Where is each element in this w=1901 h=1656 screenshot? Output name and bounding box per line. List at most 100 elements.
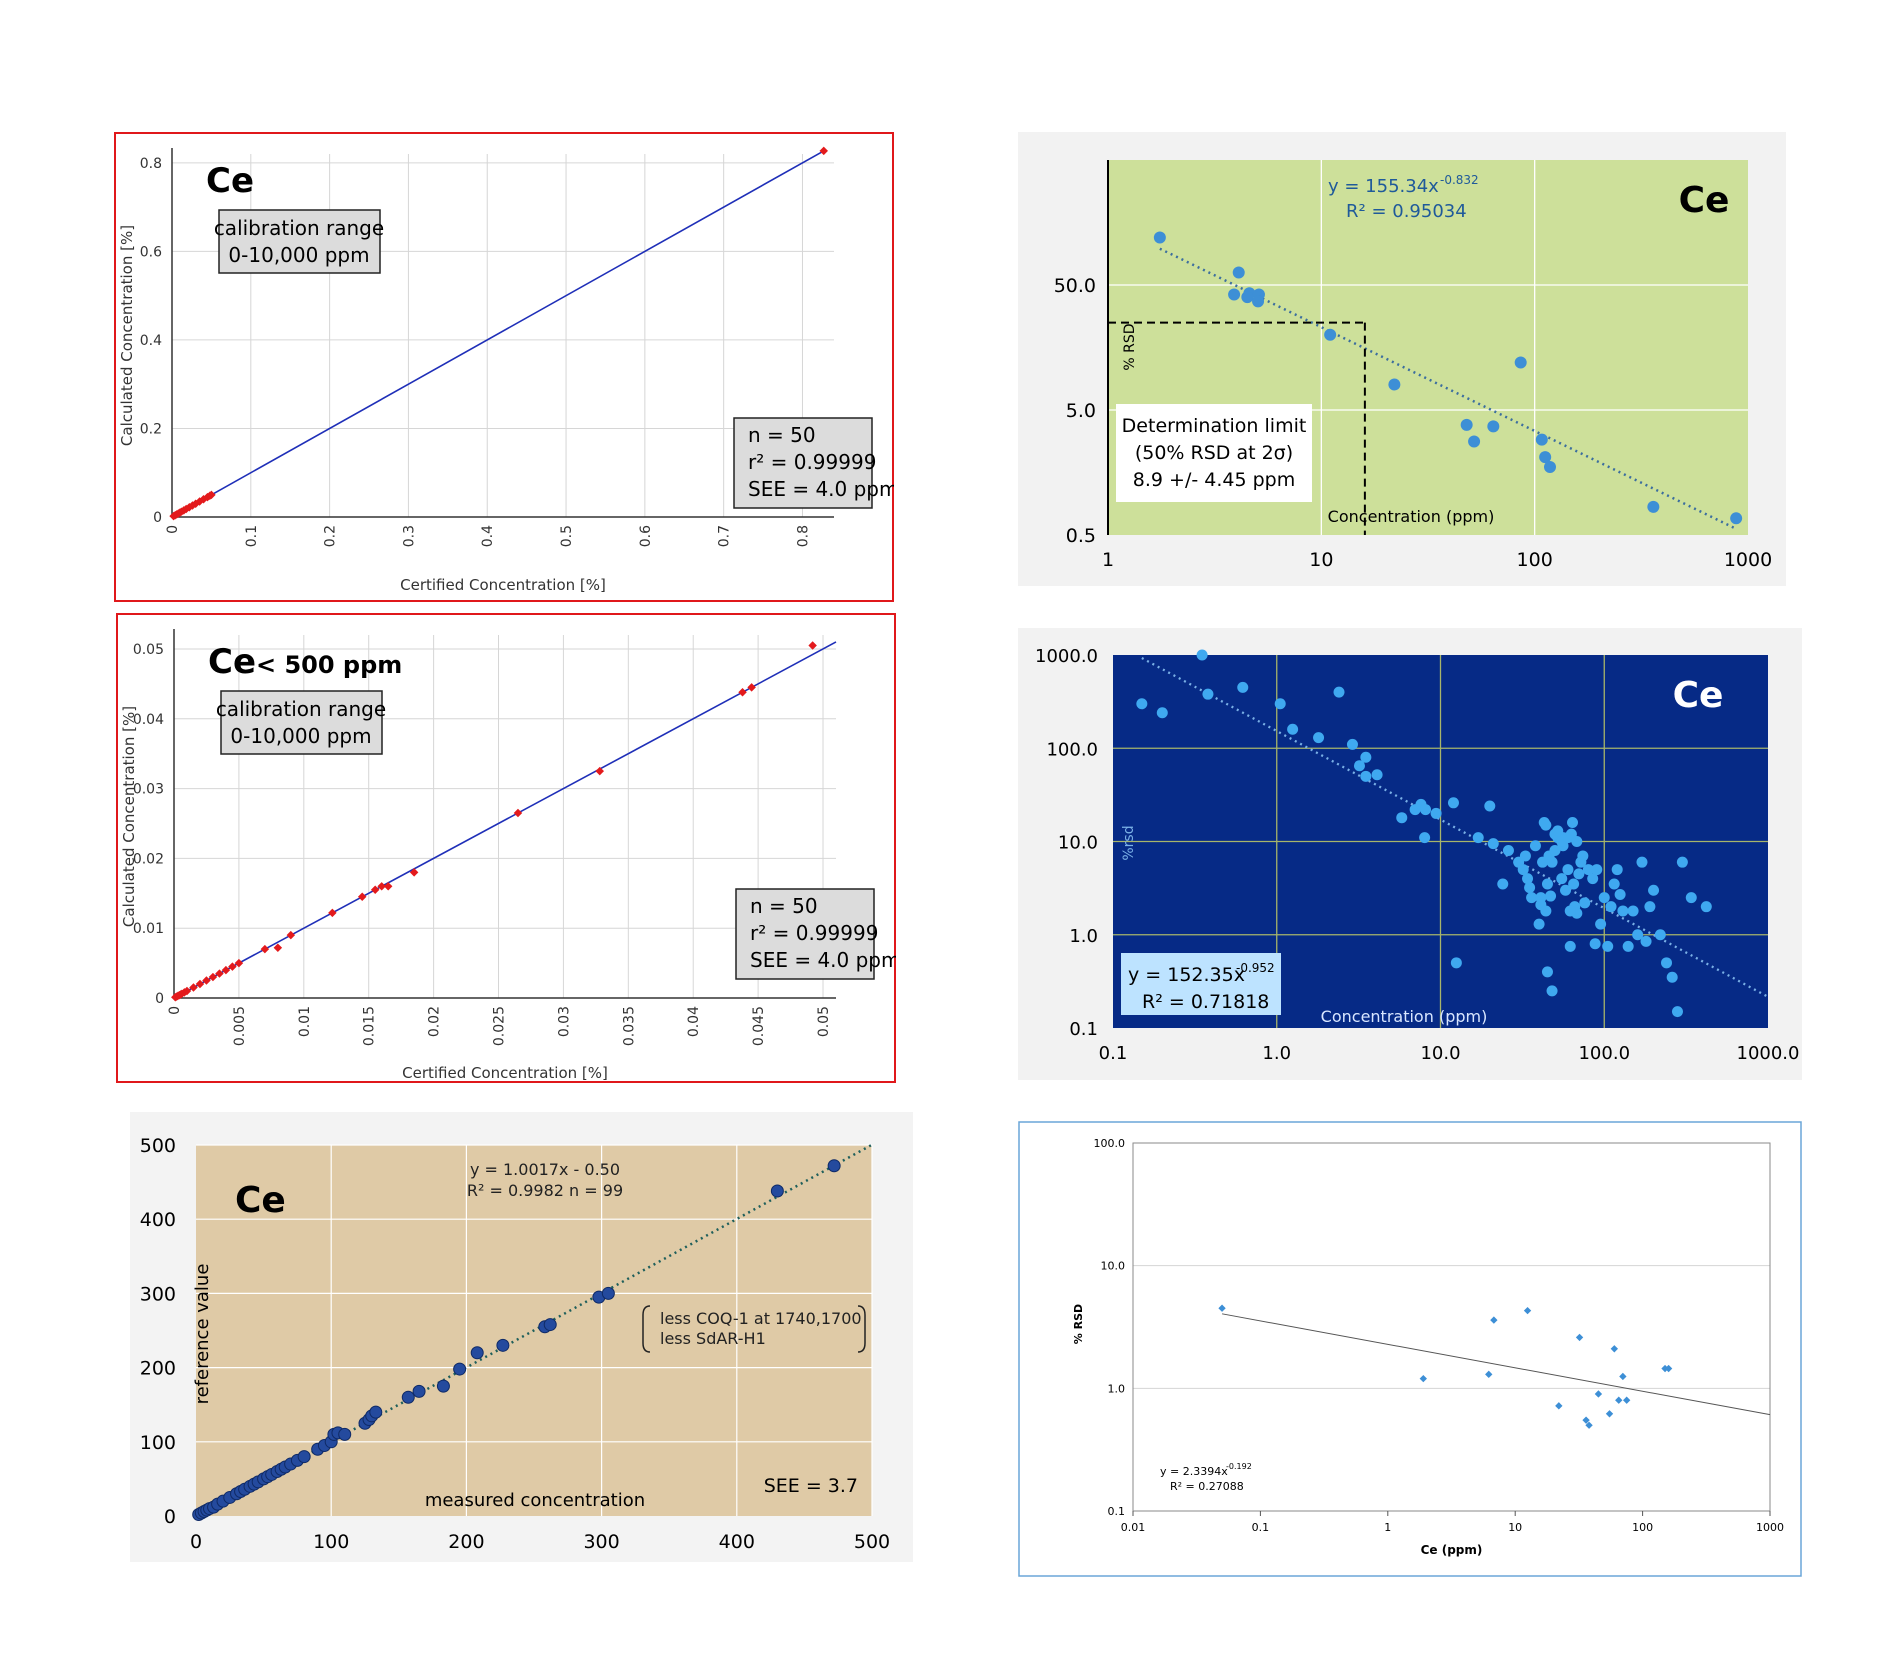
data-point: [1605, 901, 1617, 913]
data-point: [1573, 868, 1585, 880]
x-axis-label: Concentration (ppm): [1328, 507, 1495, 526]
fit-line: [173, 641, 837, 999]
data-point: [1156, 707, 1168, 719]
calibration-range-box: [220, 690, 383, 755]
data-point: [1636, 856, 1648, 868]
data-point: [338, 1427, 352, 1441]
element-label: Ce: [208, 642, 256, 682]
y-tick-label: 0.4: [140, 333, 162, 349]
data-point: [1526, 892, 1538, 904]
data-point: [260, 944, 270, 954]
x-tick-label: 100: [1517, 549, 1553, 571]
data-point: [1632, 929, 1644, 941]
y-tick-label: 0: [164, 1506, 176, 1528]
chart-rsd-determination-limit: 1 10 100 1000 0.5 5.0 50.0 Ce y = 155.34x -0.832 R…: [1018, 132, 1786, 586]
note-bracket-right: [857, 1305, 866, 1353]
data-point: [1587, 873, 1599, 885]
data-point: [1497, 878, 1509, 890]
x-tick-label: 0: [165, 525, 181, 534]
data-point: [453, 1362, 467, 1376]
y-tick-label: 100: [140, 1432, 176, 1454]
panel-rsd-blue: 0.1 1.0 10.0 100.0 1000.0 0.1 1.0 10.0 100.0 1000…: [1018, 628, 1802, 1080]
equation-text: y = 155.34x: [1328, 176, 1439, 197]
data-point: [1560, 884, 1572, 896]
x-tick-label: 1000: [1756, 1521, 1784, 1534]
element-label-suffix: < 500 ppm: [256, 651, 402, 679]
x-tick-label: 0.005: [232, 1006, 248, 1046]
data-point: [1522, 873, 1534, 885]
data-point: [1611, 864, 1623, 876]
y-axis-label: reference value: [192, 1264, 213, 1405]
data-point: [370, 885, 380, 895]
x-tick-label: 0.05: [816, 1006, 832, 1037]
data-point: [1396, 812, 1408, 824]
calibration-range-text: calibration range: [216, 697, 386, 721]
x-tick-label: 500: [854, 1531, 890, 1553]
data-point: [1676, 856, 1688, 868]
data-point: [189, 983, 198, 992]
x-axis-label: Certified Concentration [%]: [400, 576, 606, 594]
data-point: [436, 1379, 450, 1393]
x-tick-label: 1.0: [1262, 1043, 1291, 1064]
data-point: [401, 1390, 415, 1404]
data-point: [1360, 751, 1372, 763]
y-tick-label: 0.1: [1108, 1505, 1126, 1518]
data-point: [1533, 918, 1545, 930]
data-point: [1487, 838, 1499, 850]
data-point: [1430, 807, 1442, 819]
panel-border: [114, 132, 894, 602]
data-point: [1484, 800, 1496, 812]
y-axis-label: % RSD: [1072, 1304, 1085, 1344]
data-point: [1564, 940, 1576, 952]
equation-exponent: -0.832: [1440, 173, 1479, 187]
y-tick-label: 100.0: [1046, 739, 1098, 760]
stats-text: SEE = 4.0 ppm: [748, 477, 894, 501]
fit-line: [171, 150, 825, 518]
data-point: [1549, 845, 1561, 857]
x-tick-label: 0.4: [480, 525, 496, 547]
data-point: [1610, 1345, 1619, 1353]
data-point: [770, 1184, 784, 1198]
data-point: [1523, 1306, 1532, 1315]
panel-border: [1018, 1121, 1802, 1577]
data-point: [1202, 688, 1214, 700]
stats-text: r² = 0.99999: [748, 450, 876, 474]
x-tick-label: 1: [1384, 1521, 1391, 1534]
data-point: [383, 882, 393, 891]
fit-line: [195, 1143, 873, 1518]
data-point: [1353, 760, 1365, 772]
y-tick-label: 0.8: [140, 156, 162, 172]
data-point: [1517, 864, 1529, 876]
x-tick-label: 0.03: [556, 1006, 572, 1037]
x-axis-label: measured concentration: [425, 1490, 645, 1511]
panel-reference-vs-measured: 0 100 200 300 400 500 0 100 200 300 400 500 Ce y = 1.…: [130, 1112, 913, 1562]
calibration-range-box: [218, 209, 381, 274]
data-point: [1333, 686, 1345, 698]
data-point: [202, 976, 211, 985]
data-point: [1623, 1396, 1631, 1404]
data-point: [496, 1338, 510, 1352]
x-tick-label: 0.1: [1252, 1521, 1270, 1534]
data-point: [1136, 698, 1148, 710]
note-text: less COQ-1 at 1740,1700: [660, 1309, 862, 1328]
y-tick-label: 5.0: [1066, 400, 1096, 422]
chart-rsd-navy: 0.1 1.0 10.0 100.0 1000.0 0.1 1.0 10.0 100.0 1000…: [1018, 628, 1802, 1080]
data-point: [1582, 1416, 1590, 1424]
data-point: [1552, 825, 1564, 837]
y-tick-label: 0.6: [140, 244, 162, 260]
data-point: [1562, 864, 1574, 876]
x-tick-label: 0.035: [621, 1006, 637, 1046]
plot-frame: [1132, 1142, 1771, 1512]
stats-box: [733, 417, 873, 509]
x-tick-label: 10: [1309, 549, 1333, 571]
data-point: [1540, 819, 1552, 831]
x-tick-label: 1000.0: [1737, 1043, 1800, 1064]
note-text: less SdAR-H1: [660, 1329, 766, 1348]
data-point: [1388, 378, 1401, 391]
x-tick-label: 0.3: [401, 525, 417, 547]
y-tick-label: 0.02: [133, 851, 164, 867]
stats-text: r² = 0.99999: [750, 921, 878, 945]
data-point: [1485, 1370, 1493, 1379]
data-point: [1487, 420, 1500, 433]
x-tick-label: 10: [1508, 1521, 1522, 1534]
